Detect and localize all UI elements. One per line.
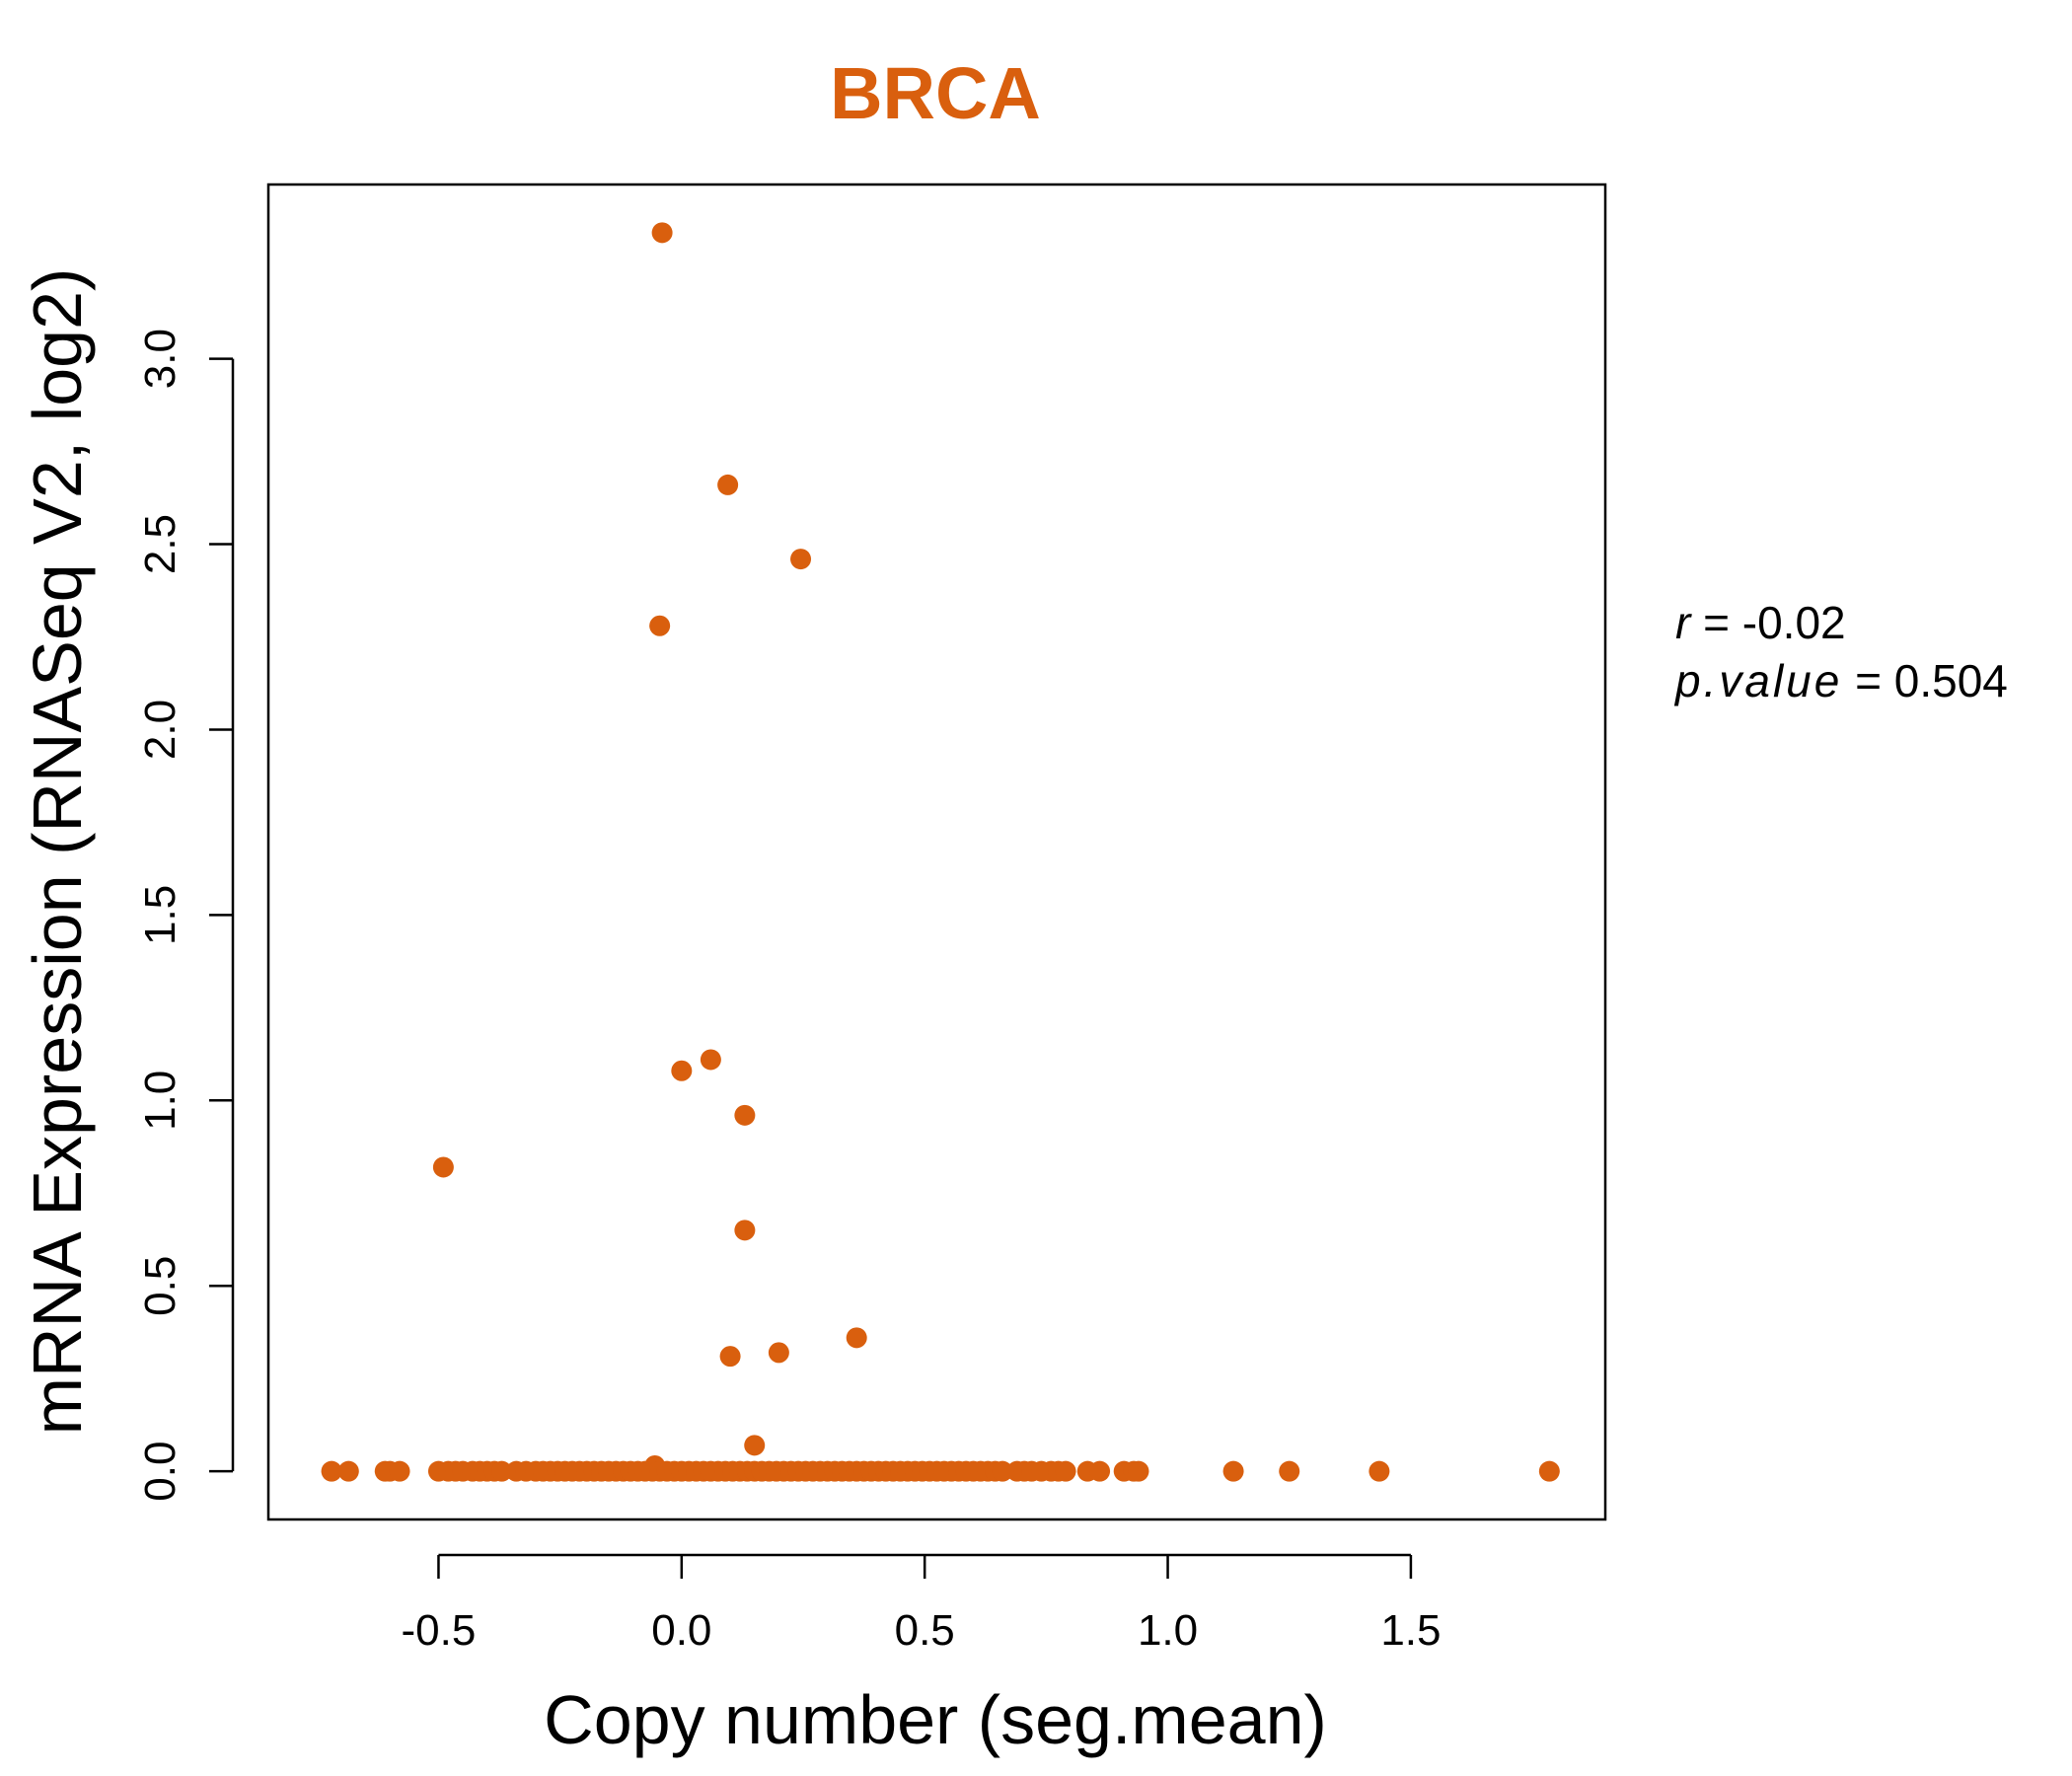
data-point: [1369, 1460, 1390, 1482]
y-tick-label: 2.0: [136, 700, 185, 760]
data-point: [1055, 1460, 1076, 1482]
data-point: [337, 1460, 359, 1482]
data-point: [389, 1460, 410, 1482]
data-point: [790, 549, 812, 570]
y-tick-label: 0.0: [136, 1442, 185, 1502]
data-point: [719, 1346, 741, 1368]
x-tick-label: -0.5: [402, 1606, 477, 1655]
y-axis: 0.0 0.5 1.0 1.5 2.0 2.5 3.0: [136, 329, 235, 1502]
x-tick-label: 0.5: [895, 1606, 955, 1655]
data-point: [992, 1460, 1013, 1482]
p-value-annotation: p.value = 0.504: [1673, 655, 2008, 706]
data-point: [846, 1327, 867, 1349]
r-value: -0.02: [1742, 597, 1846, 648]
data-point: [1128, 1460, 1149, 1482]
x-tick-label: 1.0: [1138, 1606, 1198, 1655]
y-tick-label: 1.5: [136, 885, 185, 945]
correlation-annotation: r = -0.02 p.value = 0.504: [1673, 597, 2008, 706]
data-point: [717, 474, 739, 495]
data-point: [432, 1156, 454, 1178]
data-point: [744, 1435, 766, 1456]
y-tick-label: 2.5: [136, 514, 185, 574]
x-tick-label: 1.5: [1380, 1606, 1441, 1655]
data-points: [321, 222, 1560, 1482]
data-point: [1222, 1460, 1244, 1482]
data-point: [734, 1220, 756, 1241]
r-label: r: [1675, 597, 1692, 648]
r-annotation: r = -0.02: [1675, 597, 1846, 648]
y-tick-label: 3.0: [136, 329, 185, 389]
p-value-label: p.value: [1673, 655, 1842, 706]
data-point: [734, 1104, 756, 1126]
data-point: [1089, 1460, 1111, 1482]
data-point: [491, 1460, 513, 1482]
data-point: [700, 1049, 721, 1071]
chart-title: BRCA: [830, 52, 1041, 134]
r-equals: =: [1703, 597, 1742, 648]
y-axis-title: mRNA Expression (RNASeq V2, log2): [19, 268, 96, 1436]
data-point: [649, 615, 671, 636]
p-equals: =: [1855, 655, 1894, 706]
y-tick-label: 0.5: [136, 1256, 185, 1316]
data-point: [1279, 1460, 1300, 1482]
data-point: [321, 1460, 342, 1482]
p-value: 0.504: [1894, 655, 2008, 706]
data-point: [768, 1342, 789, 1364]
x-axis: -0.5 0.0 0.5 1.0 1.5: [402, 1553, 1441, 1655]
data-point: [671, 1060, 693, 1081]
plot-frame: [266, 183, 1607, 1521]
y-tick-label: 1.0: [136, 1071, 185, 1131]
data-point: [1538, 1460, 1560, 1482]
x-axis-title: Copy number (seg.mean): [544, 1681, 1327, 1758]
data-point: [651, 222, 673, 244]
x-tick-label: 0.0: [651, 1606, 711, 1655]
